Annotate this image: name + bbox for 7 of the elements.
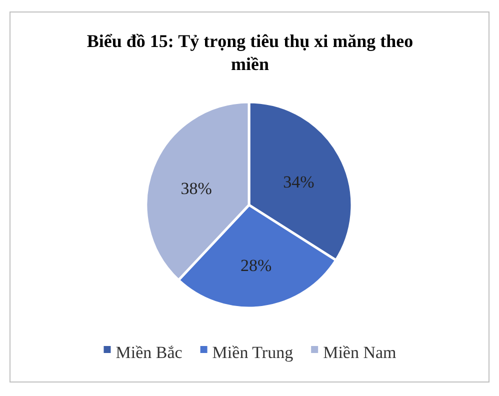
- data-label: 28%: [240, 256, 272, 276]
- chart-title: Biểu đồ 15: Tỷ trọng tiêu thụ xi măng theo miền: [86, 31, 414, 74]
- legend-label: Miền Nam: [323, 342, 396, 362]
- legend-label: Miền Bắc: [116, 342, 183, 362]
- legend-label: Miền Trung: [212, 342, 294, 362]
- data-label: 38%: [180, 179, 212, 198]
- data-label: 34%: [283, 172, 314, 192]
